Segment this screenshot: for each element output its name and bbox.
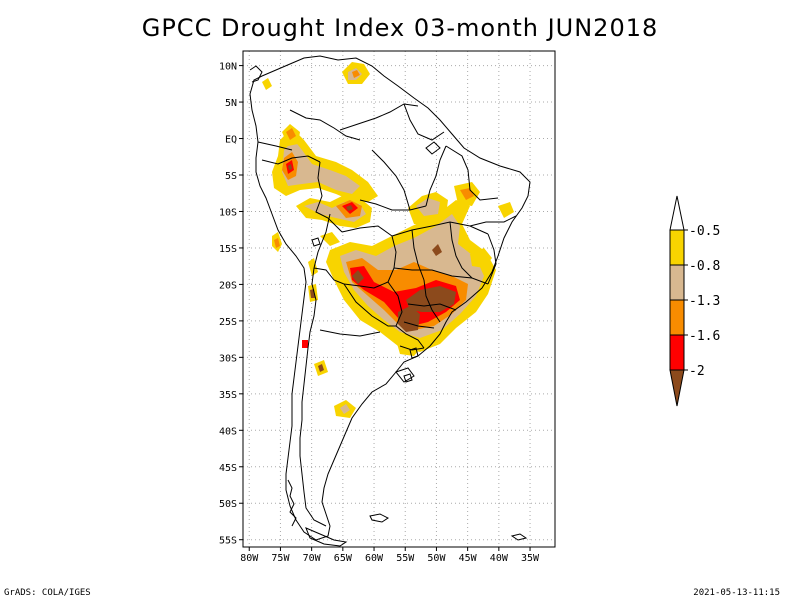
- border-brazil-internal-6: [359, 199, 427, 211]
- border-venezuela-brazil: [339, 103, 419, 131]
- central-america-isthmus: [249, 65, 263, 83]
- coastlines-and-borders: [249, 55, 531, 547]
- drought-area-central-amazon-cat5: [346, 205, 353, 211]
- map-frame: [242, 50, 556, 548]
- lon-tick-label: 65W: [334, 553, 353, 564]
- colorbar-segment: [669, 264, 685, 301]
- colorbar-label: -2: [689, 364, 705, 379]
- lon-tick-label: 45W: [459, 553, 478, 564]
- marajo-island: [425, 141, 441, 155]
- drought-area-amazon-nw-cat5: [288, 164, 292, 170]
- border-argentina-brazil: [395, 325, 425, 349]
- drought-area-bahia-cat1: [470, 248, 492, 268]
- colorbar-legend: -0.5 -0.8 -1.3 -1.6 -2: [669, 195, 720, 407]
- lat-tick-label: 10S: [219, 207, 237, 218]
- drought-area-colombia-cat3: [286, 128, 296, 140]
- border-brazil-internal-5: [423, 279, 441, 323]
- border-brazil-internal-8: [445, 145, 499, 201]
- south-georgia: [510, 533, 528, 541]
- credit-text: GrADS: COLA/IGES: [4, 588, 91, 598]
- drought-area-chile-n-cat1: [308, 258, 318, 276]
- lat-tick-label: 45S: [219, 463, 237, 474]
- lon-tick-label: 35W: [521, 553, 540, 564]
- colorbar-label: -1.3: [689, 294, 720, 309]
- drought-area-mato-grosso-cat5: [352, 270, 364, 284]
- border-brazil-internal-13: [403, 321, 435, 329]
- drought-area-amazon-nw-cat2: [282, 140, 360, 194]
- border-uruguay: [399, 345, 425, 351]
- border-brazil-internal-2: [411, 229, 425, 281]
- lon-tick-label: 60W: [365, 553, 384, 564]
- mirim-lagoon: [403, 373, 413, 383]
- falkland-islands: [369, 513, 389, 523]
- lat-tick-label: 40S: [219, 426, 237, 437]
- lagoon-rio-plata: [395, 367, 415, 383]
- colorbar-segment: [669, 299, 685, 336]
- lon-tick-label: 75W: [271, 553, 290, 564]
- border-brazil-internal-11: [487, 233, 497, 285]
- colorbar-segment: [669, 229, 685, 266]
- lat-tick-label: 55S: [219, 536, 237, 547]
- border-chile-bolivia: [313, 267, 345, 285]
- border-brazil-internal-12: [407, 303, 457, 311]
- lat-tick-label: 10N: [219, 62, 237, 73]
- drought-area-venezuela-cat3: [352, 70, 360, 78]
- lon-tick-label: 55W: [396, 553, 415, 564]
- drought-area-patagonia-cat2: [340, 404, 350, 414]
- drought-area-argentina-w-cat5: [318, 364, 324, 372]
- south-america-coastline: [249, 55, 531, 541]
- border-peru-brazil: [315, 161, 343, 233]
- border-colombia-ecuador: [257, 141, 293, 151]
- lon-tick-label: 80W: [240, 553, 259, 564]
- border-chile-argentina: [299, 267, 327, 527]
- lat-tick-label: 5S: [225, 171, 237, 182]
- colorbar-segment: [669, 334, 685, 371]
- border-brazil-internal-4: [393, 267, 489, 285]
- laguna-dos-patos: [409, 347, 419, 359]
- drought-area-peru-coast-cat3: [274, 238, 280, 248]
- map-title: GPCC Drought Index 03-month JUN2018: [141, 14, 659, 42]
- lat-tick-label: EQ: [225, 135, 237, 146]
- drought-shading: [262, 62, 514, 418]
- colorbar-label: -0.5: [689, 224, 720, 239]
- drought-area-minas-cat5: [432, 244, 442, 256]
- lon-tick-label: 70W: [303, 553, 322, 564]
- chile-fjords: [287, 479, 297, 527]
- colorbar-bottom-triangle: [669, 369, 685, 407]
- drought-area-guiana-cat1: [262, 78, 272, 90]
- border-paraguay-argentina: [343, 283, 396, 327]
- lon-tick-label: 40W: [490, 553, 509, 564]
- tierra-del-fuego: [305, 527, 348, 547]
- lat-tick-label: 25S: [219, 317, 237, 328]
- drought-area-chile-central-cat4: [302, 340, 308, 348]
- border-bolivia-paraguay: [343, 281, 389, 289]
- border-ecuador-peru: [261, 155, 321, 165]
- lat-tick-label: 50S: [219, 499, 237, 510]
- colorbar-label: -0.8: [689, 259, 720, 274]
- border-bolivia-peru: [313, 213, 331, 269]
- map-axes: 10N 5N EQ 5S 10S 15S 20S 25S 30S 35S 40S 45S 50S 55S8…: [219, 62, 540, 564]
- drought-area-ne-brazil-cat2: [416, 198, 440, 216]
- border-brazil-internal-7: [425, 145, 447, 207]
- timestamp-text: 2021-05-13-11:15: [693, 588, 780, 598]
- border-brazil-internal-1: [391, 221, 489, 237]
- drought-area-ne-coast-cat1: [498, 202, 514, 218]
- colorbar-top-triangle: [669, 195, 685, 231]
- border-brazil-internal-3: [449, 221, 473, 279]
- lat-tick-label: 15S: [219, 244, 237, 255]
- border-paraguay-brazil: [387, 281, 403, 327]
- lat-tick-label: 35S: [219, 390, 237, 401]
- colorbar-label: -1.6: [689, 329, 720, 344]
- lat-tick-label: 5N: [225, 98, 237, 109]
- border-guianas: [403, 103, 445, 141]
- border-brazil-internal-9: [371, 149, 411, 211]
- lat-tick-label: 30S: [219, 353, 237, 364]
- border-argentina-internal: [319, 329, 381, 337]
- lon-tick-label: 50W: [427, 553, 446, 564]
- lat-tick-label: 20S: [219, 280, 237, 291]
- border-brazil-internal-10: [469, 215, 517, 227]
- lake-titicaca: [311, 237, 321, 247]
- border-colombia-venezuela: [289, 109, 361, 141]
